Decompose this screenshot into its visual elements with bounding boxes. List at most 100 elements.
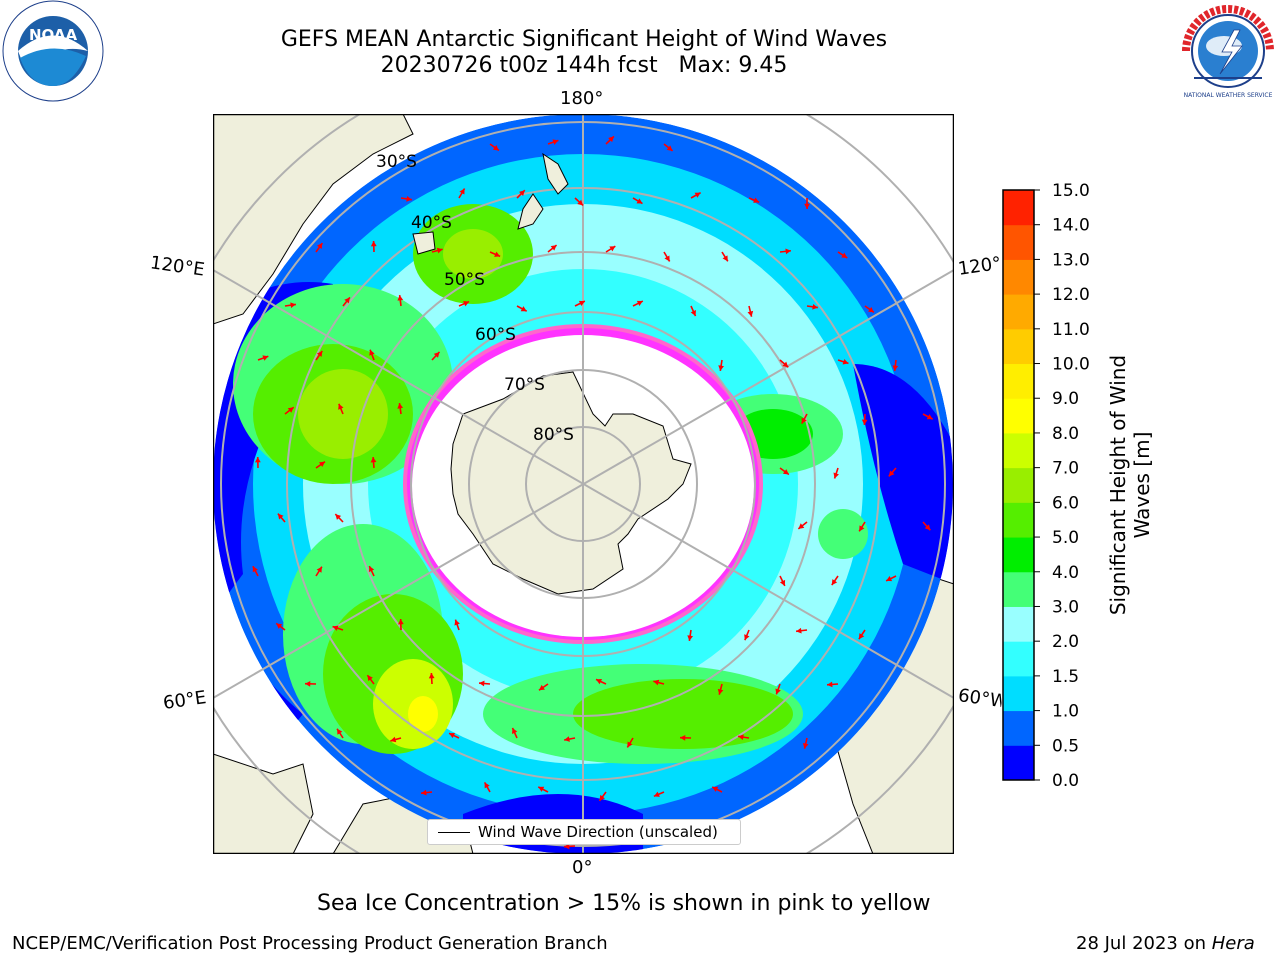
wave-arrow [801, 413, 808, 425]
wave-arrow [892, 359, 899, 372]
noaa-logo: NOAA [2, 0, 104, 102]
lon-label-120e: 120°E [148, 252, 206, 281]
wave-arrow [690, 191, 702, 199]
colorbar-swatch [1003, 467, 1034, 503]
wave-arrow [538, 683, 549, 691]
wave-arrow [369, 349, 375, 361]
wave-arrow [864, 305, 875, 314]
wave-arrow [397, 402, 404, 415]
colorbar-swatches [1003, 190, 1034, 781]
lat-label-50s: 50°S [444, 270, 485, 290]
wave-arrow [779, 575, 786, 587]
wave-arrow [653, 679, 665, 686]
colorbar-label: Significant Height of Wind Waves [m] [1106, 355, 1154, 615]
colorbar-tick-label: 9.0 [1052, 389, 1079, 409]
colorbar-ticks: 0.0 0.5 1.0 1.5 2.0 3.0 4.0 5.0 6.0 7.0 8.0 9.0 10.0… [1034, 181, 1090, 790]
wave-arrow [516, 305, 528, 312]
colorbar-swatch [1003, 641, 1034, 677]
colorbar-swatch [1003, 190, 1034, 226]
wave-arrow [332, 625, 344, 631]
wave-arrow [275, 622, 286, 631]
wave-arrow [885, 575, 897, 582]
map-legend: Wind Wave Direction (unscaled) [427, 819, 741, 845]
colorbar-swatch [1003, 363, 1034, 399]
wave-arrow [663, 143, 674, 152]
wave-arrow [574, 300, 586, 307]
wave-arrow [837, 251, 848, 259]
lat-label-70s: 70°S [504, 375, 545, 395]
credit-host: Hera [1211, 933, 1255, 954]
nws-logo-text: NATIONAL WEATHER SERVICE [1184, 92, 1273, 99]
colorbar-tick-label: 6.0 [1052, 493, 1079, 513]
chart-title: GEFS MEAN Antarctic Significant Height o… [280, 27, 888, 52]
lat-label-40s: 40°S [411, 213, 452, 233]
colorbar-tick-label: 1.5 [1052, 667, 1079, 687]
colorbar-swatch [1003, 259, 1034, 295]
wave-arrow [888, 467, 897, 477]
colorbar-tick-label: 4.0 [1052, 563, 1079, 583]
wave-arrow [315, 350, 323, 361]
wave-arrow [257, 355, 269, 361]
wave-arrow [511, 727, 518, 739]
colorbar-tick-label: 11.0 [1052, 320, 1090, 340]
wave-arrow [779, 359, 789, 368]
wave-arrow [366, 674, 375, 685]
wave-arrow [779, 248, 792, 255]
wave-arrow [516, 189, 526, 199]
colorbar-tick-label: 2.0 [1052, 632, 1079, 652]
wave-arrow [304, 680, 317, 687]
wave-arrow [605, 245, 616, 253]
wave-arrow [252, 565, 259, 577]
wave-arrow [478, 680, 491, 687]
wave-arrow [574, 197, 584, 207]
colorbar-swatch [1003, 432, 1034, 469]
wave-arrow [284, 406, 295, 415]
colorbar-tick-label: 5.0 [1052, 528, 1079, 548]
wave-arrow [368, 565, 375, 577]
wave-arrow [420, 789, 433, 796]
wave-arrow [858, 629, 866, 640]
wave-arrow [595, 678, 607, 685]
wave-arrow [922, 413, 934, 420]
wave-arrow [748, 197, 760, 203]
wave-arrow [861, 413, 868, 426]
colorbar-tick-label: 13.0 [1052, 250, 1090, 270]
wave-arrow [537, 786, 549, 793]
wave-arrow [717, 683, 724, 695]
wave-arrow [390, 736, 402, 743]
wave-arrow [397, 294, 404, 307]
colorbar-label-line1: Significant Height of Wind [1106, 354, 1130, 616]
colorbar-swatch [1003, 224, 1034, 260]
wave-arrow [338, 403, 344, 415]
wave-arrow [598, 791, 607, 802]
wave-arrow [489, 143, 500, 152]
colorbar-frame [1002, 189, 1035, 781]
wave-arrow [837, 359, 849, 365]
wave-arrow [370, 456, 377, 469]
wave-arrow [458, 300, 470, 307]
wave-arrow [779, 467, 790, 476]
wave-arrow [711, 786, 723, 793]
colorbar-tick-label: 0.5 [1052, 736, 1079, 756]
wave-arrow [489, 251, 501, 258]
colorbar: 0.0 0.5 1.0 1.5 2.0 3.0 4.0 5.0 6.0 7.0 8.0 9.0 10.0… [1002, 181, 1090, 790]
wave-arrow [653, 791, 665, 798]
colorbar-tick-label: 7.0 [1052, 459, 1079, 479]
colorbar-swatch [1003, 294, 1034, 330]
wave-arrow [718, 359, 724, 371]
wave-arrow [626, 737, 634, 748]
colorbar-tick-label: 3.0 [1052, 597, 1079, 617]
wave-arrow [431, 351, 441, 361]
colorbar-swatch [1003, 502, 1034, 538]
wave-arrow [334, 513, 344, 523]
wave-arrow [679, 734, 692, 741]
colorbar-swatch [1003, 398, 1034, 434]
colorbar-swatch [1003, 328, 1034, 365]
colorbar-swatch [1003, 745, 1034, 781]
wave-arrow [284, 302, 296, 309]
colorbar-tick-label: 14.0 [1052, 216, 1090, 236]
lat-label-60s: 60°S [475, 325, 516, 345]
wave-arrow [315, 566, 323, 577]
wave-arrow [797, 521, 808, 530]
wave-arrow [632, 300, 644, 307]
